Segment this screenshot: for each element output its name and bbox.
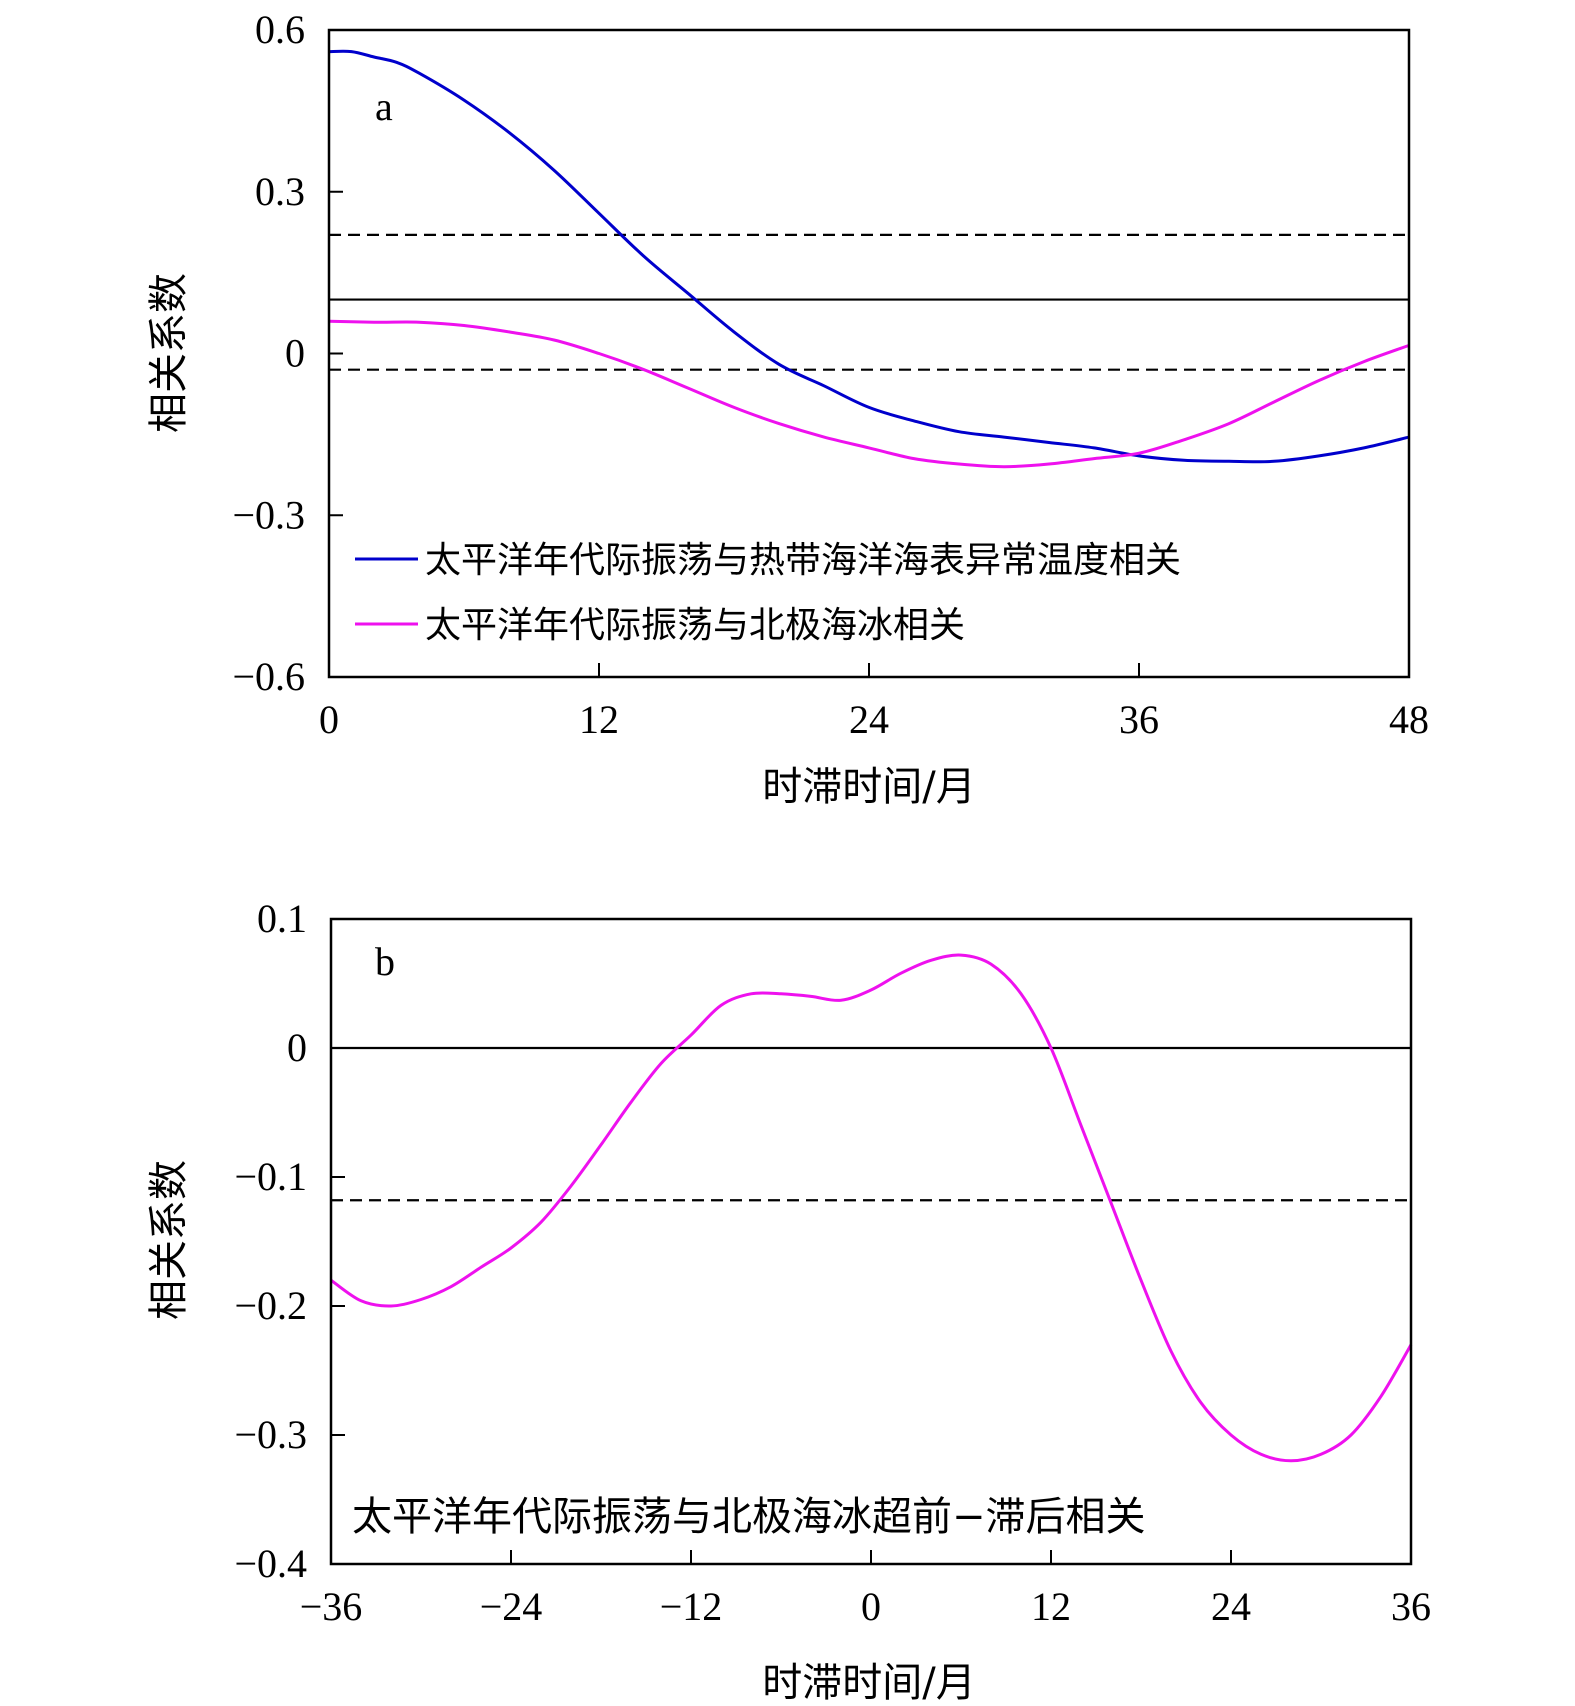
a-x-axis-label: 时滞时间/月 [762, 764, 975, 810]
b-annotation: 太平洋年代际振荡与北极海冰超前−滞后相关 [352, 1494, 1146, 1540]
b-series-line-0 [330, 953, 1413, 1463]
a-legend-label-1: 太平洋年代际振荡与北极海冰相关 [425, 605, 965, 646]
a-y-axis-label: 相关系数 [146, 273, 192, 433]
b-x-tick-label-5: 24 [1211, 1584, 1251, 1629]
b-y-tick-label-5: −0.4 [234, 1541, 307, 1586]
b-plot-frame [329, 917, 1413, 1566]
a-legend-label-0: 太平洋年代际振荡与热带海洋海表异常温度相关 [425, 540, 1181, 581]
a-series-line-0 [328, 49, 1410, 464]
b-x-tick-label-2: −12 [660, 1584, 723, 1629]
b-x-tick-label-1: −24 [480, 1584, 543, 1629]
b-y-tick-label-1: 0 [287, 1025, 307, 1070]
a-y-tick-label-1: 0.3 [255, 169, 305, 214]
a-panel-label: a [375, 84, 393, 129]
a-x-ticks: 0 12 24 36 48 [319, 663, 1429, 742]
b-y-tick-label-0: 0.1 [257, 896, 307, 941]
b-y-tick-label-2: −0.1 [234, 1154, 307, 1199]
b-y-tick-label-3: −0.2 [234, 1283, 307, 1328]
b-x-tick-label-6: 36 [1391, 1584, 1431, 1629]
b-y-axis-label: 相关系数 [146, 1160, 192, 1320]
a-y-ticks: 0.6 0.3 0 −0.3 −0.6 [232, 7, 343, 699]
panel-a: 0.60.30−0.3−0.6 0 12 24 36 48 a 相关系数 时滞时间/月 … [146, 7, 1429, 810]
a-y-tick-label-3: −0.3 [232, 492, 305, 537]
b-y-ticks: 0.1 0 −0.1 −0.2 −0.3 −0.4 [234, 896, 345, 1586]
a-x-tick-label-2: 24 [849, 697, 889, 742]
a-y-tick-label-2: 0 [285, 331, 305, 376]
a-legend: 太平洋年代际振荡与热带海洋海表异常温度相关 太平洋年代际振荡与北极海冰相关 [355, 540, 1181, 646]
b-x-tick-label-0: −36 [300, 1584, 363, 1629]
a-y-tick-label-4: −0.6 [232, 654, 305, 699]
a-x-tick-label-1: 12 [579, 697, 619, 742]
b-series-lines [330, 953, 1413, 1463]
b-panel-label: b [375, 939, 395, 984]
a-y-tick-label-0: 0.6 [255, 7, 305, 52]
a-x-tick-label-3: 36 [1119, 697, 1159, 742]
a-x-tick-label-0: 0 [319, 697, 339, 742]
b-x-ticks: −36 −24 −12 0 12 24 36 [300, 1550, 1431, 1629]
panel-b: 0.10−0.1−0.2−0.3−0.4 −36 −24 −12 0 12 24 36 b … [146, 896, 1431, 1706]
a-x-tick-label-4: 48 [1389, 697, 1429, 742]
b-x-tick-label-4: 12 [1031, 1584, 1071, 1629]
b-x-axis-label: 时滞时间/月 [762, 1660, 975, 1706]
b-y-tick-label-4: −0.3 [234, 1412, 307, 1457]
b-reference-lines [331, 1046, 1411, 1202]
a-series-line-1 [328, 319, 1410, 469]
b-x-tick-label-3: 0 [861, 1584, 881, 1629]
a-series-lines [328, 49, 1410, 469]
a-reference-lines [329, 233, 1409, 371]
